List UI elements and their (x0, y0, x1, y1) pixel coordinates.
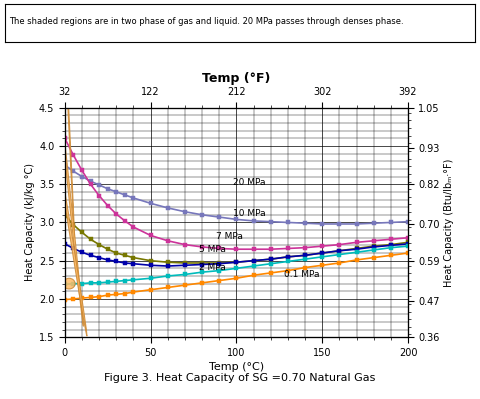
Text: 2 MPa: 2 MPa (199, 263, 226, 272)
Y-axis label: Heat Capacity (kJ/kg °C): Heat Capacity (kJ/kg °C) (24, 164, 35, 281)
Text: 10 MPa: 10 MPa (233, 209, 265, 218)
Ellipse shape (64, 11, 74, 238)
Text: 20 MPa: 20 MPa (233, 178, 265, 187)
Ellipse shape (60, 103, 84, 326)
Ellipse shape (63, 278, 75, 289)
X-axis label: Temp (°F): Temp (°F) (202, 72, 271, 85)
Text: 0.1 MPa: 0.1 MPa (285, 270, 320, 279)
Text: Figure 3. Heat Capacity of SG =0.70 Natural Gas: Figure 3. Heat Capacity of SG =0.70 Natu… (104, 373, 376, 383)
Ellipse shape (60, 165, 87, 336)
Text: 5 MPa: 5 MPa (199, 245, 226, 255)
X-axis label: Temp (°C): Temp (°C) (209, 362, 264, 372)
Text: The shaded regions are in two phase of gas and liquid. 20 MPa passes through den: The shaded regions are in two phase of g… (10, 16, 404, 26)
Y-axis label: Heat Capacity (Btu/lbₘ·°F): Heat Capacity (Btu/lbₘ·°F) (444, 158, 454, 286)
Text: 7 MPa: 7 MPa (216, 232, 243, 241)
